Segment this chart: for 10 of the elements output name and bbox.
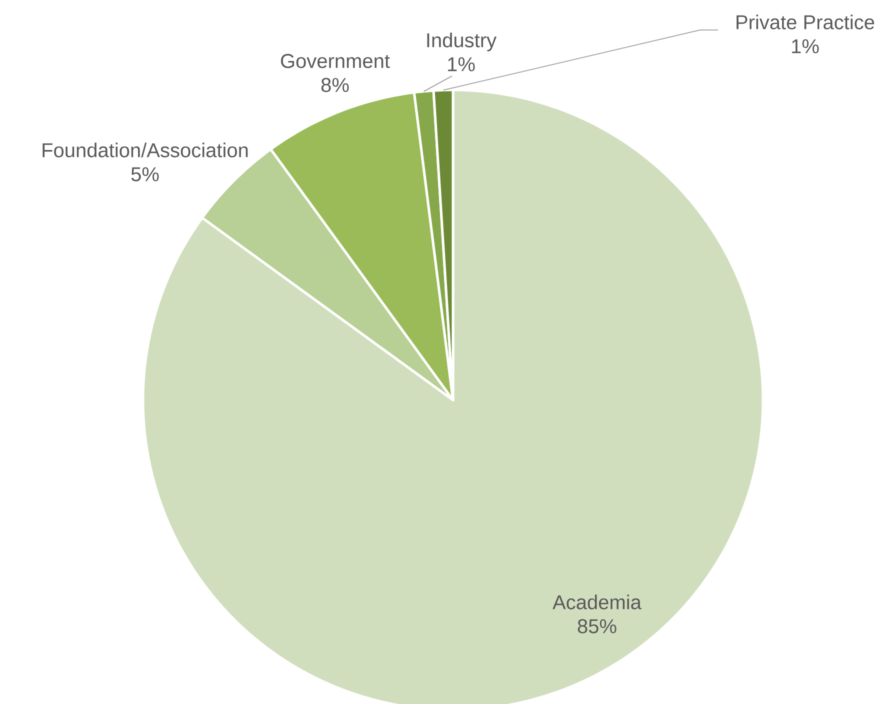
data-label: 8%	[321, 78, 349, 92]
data-label: 85%	[578, 619, 616, 634]
data-label: 5%	[131, 167, 159, 182]
slice-label: Foundation/Association	[42, 142, 248, 158]
data-label: 1%	[792, 39, 819, 54]
slice-label: Industry	[427, 32, 497, 52]
slice-label: Government	[280, 54, 390, 68]
slice-label: Private Practice	[736, 14, 874, 30]
data-label: 1%	[448, 57, 475, 72]
slice-label: Academia	[552, 594, 642, 610]
